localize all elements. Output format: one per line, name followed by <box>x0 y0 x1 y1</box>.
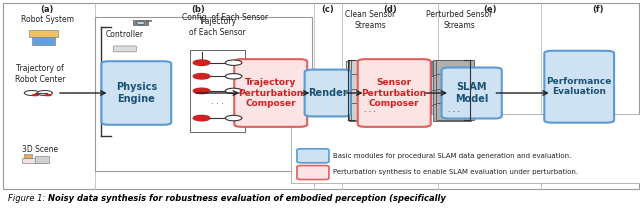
FancyBboxPatch shape <box>436 60 474 76</box>
FancyBboxPatch shape <box>442 68 502 119</box>
Text: (d): (d) <box>383 5 397 14</box>
Circle shape <box>44 94 52 96</box>
Bar <box>146 20 151 21</box>
FancyBboxPatch shape <box>349 90 387 106</box>
FancyBboxPatch shape <box>431 61 468 78</box>
Text: Trajectory of
Robot Center: Trajectory of Robot Center <box>15 65 65 84</box>
Circle shape <box>37 90 52 96</box>
FancyBboxPatch shape <box>349 60 387 77</box>
Text: Perturbed Sensor
Streams: Perturbed Sensor Streams <box>426 10 493 29</box>
FancyBboxPatch shape <box>436 103 474 120</box>
Text: Config. of Each Sensor: Config. of Each Sensor <box>182 13 269 22</box>
FancyBboxPatch shape <box>305 70 351 116</box>
Text: Controller: Controller <box>106 30 144 39</box>
Text: Render: Render <box>308 88 348 98</box>
Text: (f): (f) <box>593 5 604 14</box>
Text: 3D Scene: 3D Scene <box>22 145 58 154</box>
Circle shape <box>136 22 145 24</box>
Bar <box>133 20 148 25</box>
Text: Basic modules for procedural SLAM data generation and evaluation.: Basic modules for procedural SLAM data g… <box>333 153 571 159</box>
Bar <box>24 154 32 158</box>
Text: Figure 1:: Figure 1: <box>8 194 47 203</box>
FancyBboxPatch shape <box>101 61 172 125</box>
Text: · · ·: · · · <box>449 108 460 117</box>
Bar <box>32 37 55 45</box>
Bar <box>22 158 45 163</box>
Text: · · ·: · · · <box>211 100 224 109</box>
FancyBboxPatch shape <box>433 75 471 92</box>
FancyBboxPatch shape <box>346 105 384 122</box>
Text: (b): (b) <box>191 5 205 14</box>
FancyBboxPatch shape <box>349 75 387 92</box>
Circle shape <box>193 88 210 94</box>
Circle shape <box>225 115 242 121</box>
FancyBboxPatch shape <box>297 166 329 180</box>
Text: Trajectory
of Each Sensor: Trajectory of Each Sensor <box>189 18 246 37</box>
Bar <box>35 156 49 163</box>
FancyBboxPatch shape <box>351 60 389 76</box>
Text: (c): (c) <box>321 5 334 14</box>
Circle shape <box>225 60 242 65</box>
Circle shape <box>225 88 242 94</box>
Circle shape <box>193 115 210 121</box>
FancyBboxPatch shape <box>431 105 468 122</box>
FancyBboxPatch shape <box>351 89 389 105</box>
FancyBboxPatch shape <box>358 59 431 127</box>
Text: Perturbation synthesis to enable SLAM evaluation under perturbation.: Perturbation synthesis to enable SLAM ev… <box>333 169 578 175</box>
FancyBboxPatch shape <box>433 60 471 77</box>
FancyBboxPatch shape <box>346 76 384 92</box>
Text: Physics
Engine: Physics Engine <box>116 82 157 104</box>
FancyBboxPatch shape <box>346 61 384 78</box>
FancyBboxPatch shape <box>433 90 471 106</box>
FancyBboxPatch shape <box>436 89 474 105</box>
Text: Sensor
Perturbation
Composer: Sensor Perturbation Composer <box>362 78 427 108</box>
FancyBboxPatch shape <box>431 90 468 107</box>
Text: · · ·: · · · <box>364 108 376 117</box>
FancyBboxPatch shape <box>297 149 329 163</box>
Text: (e): (e) <box>483 5 497 14</box>
FancyBboxPatch shape <box>191 50 245 132</box>
FancyBboxPatch shape <box>3 3 639 189</box>
Text: Robot System: Robot System <box>21 15 74 24</box>
FancyBboxPatch shape <box>291 114 640 183</box>
FancyBboxPatch shape <box>431 76 468 92</box>
FancyBboxPatch shape <box>113 46 136 52</box>
Text: Trajectory
Perturbation
Composer: Trajectory Perturbation Composer <box>238 78 303 108</box>
Circle shape <box>31 94 39 96</box>
Text: Performance
Evaluation: Performance Evaluation <box>547 77 612 96</box>
FancyBboxPatch shape <box>351 103 389 120</box>
FancyBboxPatch shape <box>436 74 474 91</box>
FancyBboxPatch shape <box>349 104 387 121</box>
Text: (a): (a) <box>41 5 54 14</box>
Circle shape <box>225 74 242 79</box>
Bar <box>29 30 58 37</box>
FancyBboxPatch shape <box>346 90 384 107</box>
Circle shape <box>193 74 210 79</box>
FancyBboxPatch shape <box>234 59 307 127</box>
Text: Clean Sensor
Streams: Clean Sensor Streams <box>345 10 395 29</box>
FancyBboxPatch shape <box>433 104 471 121</box>
FancyBboxPatch shape <box>351 74 389 91</box>
Text: Noisy data synthesis for robustness evaluation of embodied perception (specifica: Noisy data synthesis for robustness eval… <box>48 194 446 203</box>
Circle shape <box>193 60 210 65</box>
Circle shape <box>24 90 40 96</box>
FancyBboxPatch shape <box>545 51 614 123</box>
Text: SLAM
Model: SLAM Model <box>455 82 488 104</box>
